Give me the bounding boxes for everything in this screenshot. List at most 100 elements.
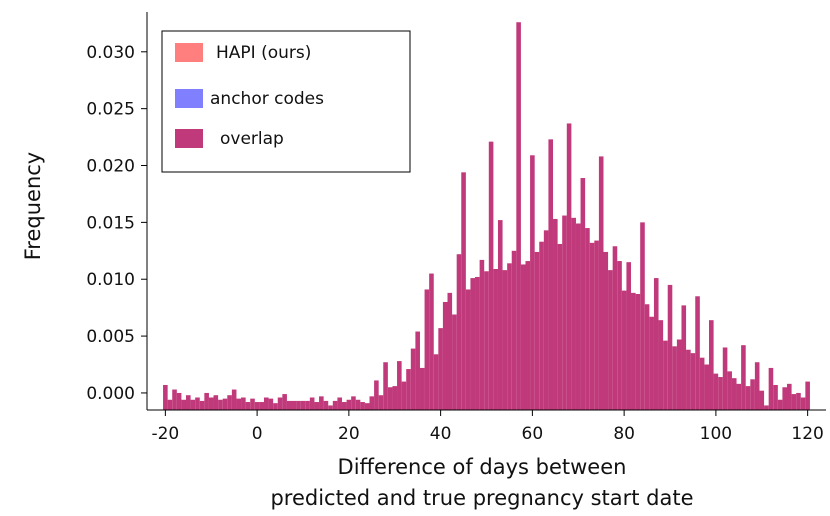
bar-overlap — [493, 268, 498, 410]
bar-overlap — [364, 403, 370, 410]
bar-overlap — [296, 400, 301, 410]
bar-overlap — [374, 380, 379, 410]
bar-overlap — [236, 398, 242, 410]
x-tick-label: -20 — [151, 424, 179, 444]
bar-overlap — [557, 243, 563, 410]
bar-overlap — [516, 22, 521, 411]
bar-overlap — [218, 399, 223, 410]
bar-overlap — [397, 361, 402, 410]
legend: HAPI (ours) anchor codes overlap — [161, 30, 411, 173]
x-axis-title-line1: Difference of days between — [338, 455, 627, 479]
bar-overlap — [525, 261, 531, 410]
bar-overlap — [777, 399, 783, 410]
x-tick-label: 0 — [252, 424, 263, 444]
bar-overlap — [314, 402, 320, 410]
bar-overlap — [635, 294, 641, 410]
bar-overlap — [355, 399, 361, 410]
bar-overlap — [543, 230, 549, 410]
bar-overlap — [465, 289, 471, 410]
x-tick-label: 40 — [430, 424, 452, 444]
x-tick-label: 60 — [522, 424, 544, 444]
bar-overlap — [676, 339, 682, 410]
bar-overlap — [231, 389, 237, 410]
bar-overlap — [438, 328, 443, 410]
bar-overlap — [429, 273, 434, 410]
bar-overlap — [750, 379, 755, 410]
bar-overlap — [273, 403, 278, 410]
legend-swatch-overlap — [175, 129, 203, 148]
bar-overlap — [250, 398, 255, 410]
bar-overlap — [764, 405, 769, 410]
bar-overlap — [768, 367, 774, 410]
legend-label-overlap: overlap — [220, 129, 284, 149]
bar-overlap — [589, 242, 595, 410]
x-ticks: -20 0 20 40 60 80 100 120 — [151, 410, 824, 444]
bar-overlap — [282, 394, 287, 410]
bar-overlap — [800, 397, 806, 410]
bar-overlap — [699, 357, 705, 410]
bar-overlap — [176, 392, 182, 410]
x-tick-label: 80 — [613, 424, 635, 444]
bar-overlap — [539, 241, 544, 410]
bar-overlap — [718, 377, 723, 410]
bar-overlap — [782, 387, 788, 410]
bar-overlap — [461, 172, 466, 410]
bar-overlap — [502, 270, 508, 410]
bar-overlap — [199, 400, 205, 410]
bar-overlap — [263, 397, 269, 410]
legend-swatch-hapi — [175, 43, 203, 62]
bar-overlap — [653, 278, 659, 410]
bar-overlap — [195, 397, 200, 410]
bar-overlap — [722, 347, 728, 410]
bar-overlap — [387, 387, 393, 410]
bar-overlap — [731, 378, 737, 410]
bar-overlap — [346, 399, 352, 410]
bar-overlap — [227, 395, 232, 410]
bar-overlap — [686, 349, 691, 410]
bar-overlap — [254, 402, 260, 410]
bar-overlap — [681, 305, 687, 410]
bar-overlap — [511, 250, 517, 410]
bar-overlap — [608, 270, 613, 410]
bar-overlap — [580, 178, 586, 410]
bar-overlap — [181, 399, 186, 410]
bar-overlap — [392, 386, 398, 410]
bar-overlap — [319, 396, 324, 410]
bar-overlap — [167, 399, 173, 410]
bar-overlap — [300, 400, 306, 410]
bar-overlap — [291, 400, 297, 410]
bar-overlap — [663, 340, 668, 410]
bar-overlap — [259, 402, 264, 410]
bar-overlap — [530, 155, 535, 410]
legend-label-hapi: HAPI (ours) — [216, 43, 311, 63]
bar-overlap — [626, 262, 632, 410]
bar-overlap — [172, 389, 177, 410]
bar-overlap — [452, 314, 457, 410]
bar-overlap — [507, 263, 512, 410]
bar-overlap — [603, 251, 609, 410]
bar-overlap — [709, 320, 714, 410]
x-tick-label: 100 — [700, 424, 732, 444]
bar-overlap — [190, 399, 196, 410]
y-tick-label: 0.020 — [86, 157, 135, 177]
bar-overlap — [332, 400, 338, 410]
bar-overlap — [773, 384, 778, 410]
y-tick-label: 0.015 — [86, 213, 135, 233]
bar-overlap — [456, 254, 462, 410]
bar-overlap — [337, 397, 342, 410]
bar-overlap — [727, 371, 732, 410]
bar-overlap — [612, 246, 618, 410]
bar-overlap — [286, 400, 292, 410]
bar-overlap — [433, 354, 439, 410]
bar-overlap — [360, 402, 365, 410]
bar-overlap — [323, 400, 329, 410]
bar-overlap — [736, 383, 742, 410]
bar-overlap — [704, 364, 710, 410]
bar-overlap — [309, 397, 315, 410]
bar-overlap — [745, 386, 751, 410]
bar-overlap — [649, 316, 654, 410]
bar-overlap — [553, 218, 558, 410]
bar-overlap — [475, 276, 480, 410]
legend-swatch-anchor — [175, 89, 203, 108]
bar-overlap — [796, 392, 801, 410]
